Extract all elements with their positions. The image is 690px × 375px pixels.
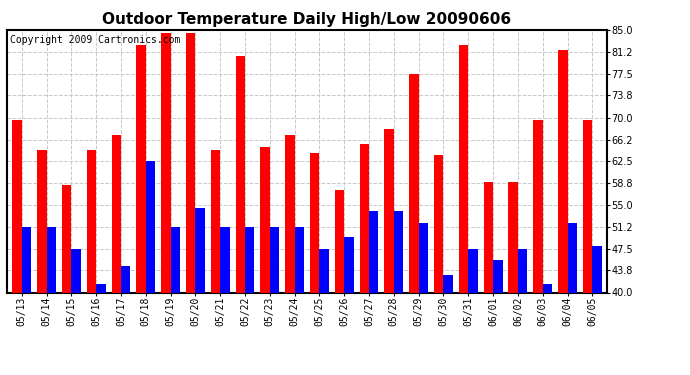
Bar	[295, 227, 304, 375]
Bar	[359, 144, 369, 375]
Bar	[112, 135, 121, 375]
Bar	[533, 120, 543, 375]
Bar	[186, 33, 195, 375]
Bar	[87, 150, 96, 375]
Bar	[459, 45, 469, 375]
Bar	[394, 211, 403, 375]
Bar	[493, 260, 502, 375]
Bar	[211, 150, 220, 375]
Bar	[62, 184, 71, 375]
Bar	[419, 222, 428, 375]
Bar	[146, 161, 155, 375]
Bar	[518, 249, 527, 375]
Bar	[469, 249, 477, 375]
Title: Outdoor Temperature Daily High/Low 20090606: Outdoor Temperature Daily High/Low 20090…	[103, 12, 511, 27]
Bar	[558, 50, 567, 375]
Bar	[509, 182, 518, 375]
Bar	[195, 208, 205, 375]
Bar	[484, 182, 493, 375]
Bar	[220, 227, 230, 375]
Bar	[434, 155, 444, 375]
Bar	[260, 147, 270, 375]
Bar	[310, 153, 319, 375]
Bar	[37, 150, 47, 375]
Text: Copyright 2009 Cartronics.com: Copyright 2009 Cartronics.com	[10, 35, 180, 45]
Bar	[47, 227, 56, 375]
Bar	[137, 45, 146, 375]
Bar	[245, 227, 255, 375]
Bar	[369, 211, 379, 375]
Bar	[161, 33, 170, 375]
Bar	[319, 249, 329, 375]
Bar	[12, 120, 22, 375]
Bar	[583, 120, 592, 375]
Bar	[22, 227, 31, 375]
Bar	[96, 284, 106, 375]
Bar	[170, 227, 180, 375]
Bar	[543, 284, 552, 375]
Bar	[235, 56, 245, 375]
Bar	[384, 129, 394, 375]
Bar	[567, 222, 577, 375]
Bar	[344, 237, 354, 375]
Bar	[121, 266, 130, 375]
Bar	[335, 190, 344, 375]
Bar	[270, 227, 279, 375]
Bar	[409, 74, 419, 375]
Bar	[71, 249, 81, 375]
Bar	[285, 135, 295, 375]
Bar	[592, 246, 602, 375]
Bar	[444, 275, 453, 375]
